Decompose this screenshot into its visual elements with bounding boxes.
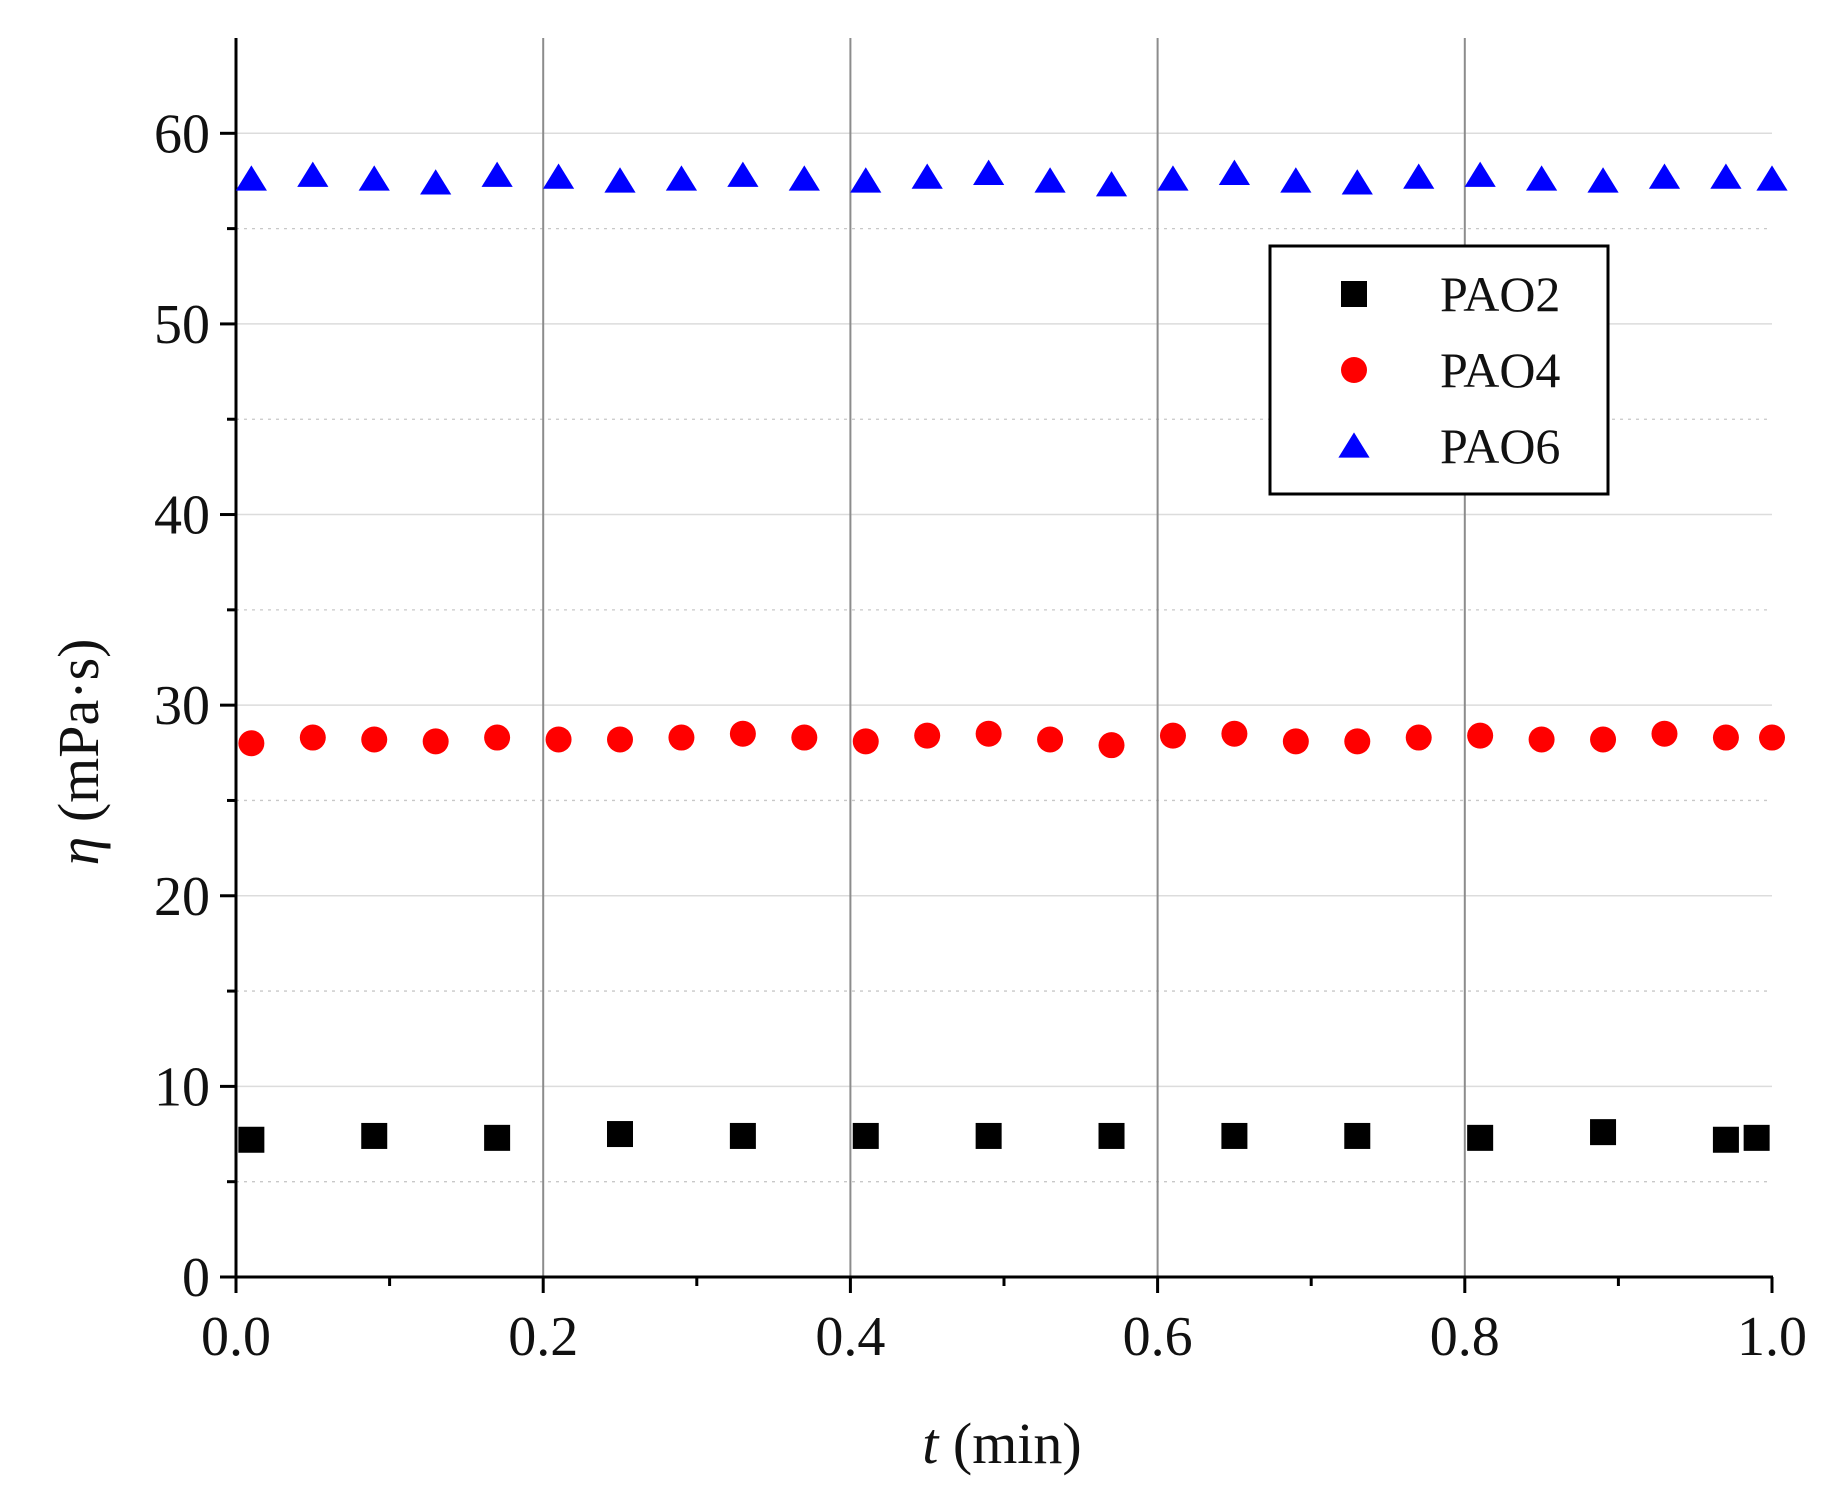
y-tick-label-3: 30 bbox=[154, 675, 210, 737]
point-PAO6-15 bbox=[1157, 165, 1189, 191]
point-PAO6-16 bbox=[1218, 159, 1250, 185]
x-axis-symbol: t bbox=[922, 1411, 940, 1476]
point-PAO6-1 bbox=[297, 161, 329, 187]
point-PAO4-5 bbox=[545, 726, 572, 753]
point-PAO6-9 bbox=[788, 165, 820, 191]
point-PAO2-9 bbox=[1344, 1122, 1371, 1149]
point-PAO6-6 bbox=[604, 167, 636, 193]
legend-marker-PAO6 bbox=[1338, 432, 1370, 458]
point-PAO4-20 bbox=[1467, 722, 1494, 749]
point-PAO4-25 bbox=[1759, 724, 1785, 751]
point-PAO2-4 bbox=[729, 1122, 756, 1149]
point-PAO4-24 bbox=[1712, 724, 1739, 751]
point-PAO4-13 bbox=[1037, 726, 1064, 753]
y-tick-label-0: 0 bbox=[182, 1247, 210, 1309]
point-PAO4-6 bbox=[607, 726, 633, 753]
point-PAO6-7 bbox=[665, 165, 698, 191]
point-PAO6-8 bbox=[727, 161, 759, 187]
point-PAO4-2 bbox=[361, 726, 388, 753]
point-PAO4-19 bbox=[1405, 724, 1432, 751]
point-PAO6-5 bbox=[542, 163, 575, 189]
point-PAO2-6 bbox=[975, 1122, 1002, 1149]
point-PAO2-0 bbox=[238, 1126, 265, 1153]
x-tick-label-0: 0.0 bbox=[201, 1306, 271, 1368]
x-tick-label-1: 0.2 bbox=[508, 1306, 578, 1368]
point-PAO6-18 bbox=[1341, 169, 1373, 195]
x-tick-label-2: 0.4 bbox=[815, 1306, 885, 1368]
point-PAO4-7 bbox=[668, 724, 695, 751]
point-PAO4-16 bbox=[1221, 720, 1248, 747]
point-PAO6-11 bbox=[911, 163, 943, 189]
point-PAO4-12 bbox=[975, 720, 1002, 747]
y-axis-symbol: η bbox=[46, 837, 111, 866]
point-PAO6-10 bbox=[850, 167, 882, 193]
y-axis-unit: (mPa·s) bbox=[46, 639, 111, 837]
point-PAO4-11 bbox=[914, 722, 941, 749]
legend-label-PAO2: PAO2 bbox=[1440, 266, 1560, 322]
series-PAO6 bbox=[235, 159, 1788, 197]
point-PAO4-1 bbox=[299, 724, 326, 751]
point-PAO6-12 bbox=[973, 159, 1005, 185]
point-PAO6-21 bbox=[1526, 165, 1558, 191]
point-PAO6-2 bbox=[358, 165, 390, 191]
series-PAO2 bbox=[238, 1119, 1770, 1153]
y-tick-label-2: 20 bbox=[154, 866, 210, 928]
x-tick-label-3: 0.6 bbox=[1123, 1306, 1193, 1368]
point-PAO4-21 bbox=[1528, 726, 1555, 753]
axis-ticks: 0 10 20 30 40 50 60 0.0 0.2 0.4 0.6 0.8 1.0 bbox=[154, 103, 1807, 1368]
point-PAO6-4 bbox=[481, 161, 513, 187]
legend-box bbox=[1268, 244, 1610, 496]
x-tick-label-5: 1.0 bbox=[1737, 1306, 1807, 1368]
point-PAO4-22 bbox=[1590, 726, 1617, 753]
point-PAO2-11 bbox=[1590, 1119, 1617, 1146]
point-PAO4-14 bbox=[1098, 732, 1125, 759]
point-PAO4-9 bbox=[791, 724, 818, 751]
point-PAO4-4 bbox=[484, 724, 511, 751]
y-tick-label-1: 10 bbox=[154, 1056, 210, 1118]
point-PAO2-2 bbox=[484, 1124, 511, 1151]
point-PAO4-17 bbox=[1282, 728, 1309, 755]
point-PAO4-23 bbox=[1651, 720, 1678, 747]
x-axis-unit: (min) bbox=[938, 1411, 1081, 1476]
point-PAO4-3 bbox=[422, 728, 449, 755]
series-PAO4 bbox=[238, 720, 1785, 759]
point-PAO6-22 bbox=[1587, 167, 1619, 193]
point-PAO2-13 bbox=[1743, 1124, 1770, 1151]
legend-label-PAO6: PAO6 bbox=[1440, 418, 1560, 474]
legend-marker-PAO2 bbox=[1341, 281, 1367, 307]
legend-marker-PAO4 bbox=[1341, 357, 1367, 383]
point-PAO6-3 bbox=[420, 169, 452, 195]
x-tick-label-4: 0.8 bbox=[1430, 1306, 1500, 1368]
y-tick-label-6: 60 bbox=[154, 103, 210, 165]
point-PAO6-25 bbox=[1756, 165, 1788, 191]
point-PAO6-17 bbox=[1280, 167, 1312, 193]
y-axis-title: η (mPa·s) bbox=[46, 639, 111, 866]
point-PAO4-15 bbox=[1159, 722, 1186, 749]
point-PAO2-7 bbox=[1098, 1122, 1125, 1149]
point-PAO6-14 bbox=[1095, 171, 1128, 197]
point-PAO6-19 bbox=[1403, 163, 1435, 189]
point-PAO2-1 bbox=[361, 1122, 388, 1149]
point-PAO4-0 bbox=[238, 730, 265, 757]
point-PAO2-12 bbox=[1712, 1126, 1739, 1153]
data-points bbox=[235, 159, 1788, 1153]
point-PAO4-10 bbox=[852, 728, 879, 755]
y-tick-label-4: 40 bbox=[154, 485, 210, 547]
point-PAO6-24 bbox=[1710, 163, 1742, 189]
point-PAO6-0 bbox=[235, 165, 267, 191]
y-tick-label-5: 50 bbox=[154, 294, 210, 356]
point-PAO6-23 bbox=[1648, 163, 1681, 189]
point-PAO2-8 bbox=[1221, 1122, 1248, 1149]
legend: PAO2 PAO4 PAO6 bbox=[1268, 244, 1610, 496]
point-PAO6-13 bbox=[1034, 167, 1066, 193]
point-PAO4-8 bbox=[729, 720, 756, 747]
point-PAO2-5 bbox=[852, 1122, 879, 1149]
legend-label-PAO4: PAO4 bbox=[1440, 342, 1560, 398]
x-axis-title: t (min) bbox=[922, 1411, 1081, 1476]
point-PAO2-3 bbox=[607, 1121, 633, 1148]
point-PAO2-10 bbox=[1467, 1124, 1494, 1151]
point-PAO4-18 bbox=[1344, 728, 1371, 755]
point-PAO6-20 bbox=[1464, 161, 1496, 187]
